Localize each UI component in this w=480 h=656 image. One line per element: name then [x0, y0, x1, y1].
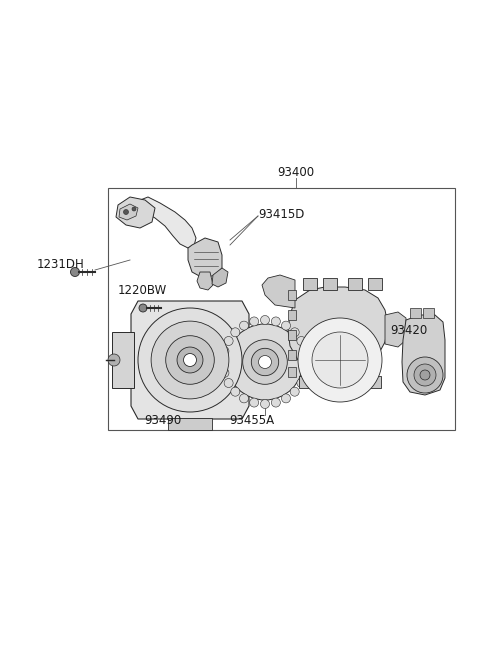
Bar: [168, 418, 212, 430]
Text: 93455A: 93455A: [229, 413, 275, 426]
Circle shape: [240, 321, 249, 330]
Circle shape: [301, 369, 310, 377]
Circle shape: [231, 328, 240, 337]
Circle shape: [290, 328, 299, 337]
Text: 1231DH: 1231DH: [37, 258, 85, 270]
Circle shape: [281, 394, 290, 403]
Polygon shape: [212, 268, 228, 287]
Circle shape: [220, 346, 229, 356]
Polygon shape: [130, 197, 196, 248]
Bar: [112, 332, 134, 388]
Circle shape: [298, 318, 382, 402]
Polygon shape: [288, 330, 296, 340]
Circle shape: [250, 317, 259, 326]
Bar: [410, 308, 421, 318]
Polygon shape: [197, 272, 213, 290]
Polygon shape: [288, 287, 388, 376]
Circle shape: [281, 321, 290, 330]
Polygon shape: [288, 290, 296, 300]
Circle shape: [261, 400, 269, 409]
Polygon shape: [116, 197, 155, 228]
Polygon shape: [369, 376, 381, 388]
Polygon shape: [324, 376, 336, 388]
Polygon shape: [368, 278, 382, 290]
Text: 93420: 93420: [390, 323, 427, 337]
Circle shape: [252, 348, 279, 376]
Circle shape: [227, 324, 303, 400]
Polygon shape: [288, 367, 296, 377]
Polygon shape: [385, 312, 406, 347]
Circle shape: [108, 354, 120, 366]
Circle shape: [183, 354, 196, 367]
Circle shape: [151, 321, 229, 399]
Circle shape: [250, 398, 259, 407]
Text: 93490: 93490: [144, 413, 181, 426]
Circle shape: [407, 357, 443, 393]
Circle shape: [420, 370, 430, 380]
Circle shape: [414, 364, 436, 386]
Polygon shape: [119, 204, 138, 220]
Circle shape: [224, 379, 233, 388]
Circle shape: [71, 268, 80, 276]
Polygon shape: [402, 315, 445, 395]
Polygon shape: [323, 278, 337, 290]
Circle shape: [290, 387, 299, 396]
Polygon shape: [299, 376, 311, 388]
Circle shape: [240, 394, 249, 403]
Circle shape: [243, 340, 288, 384]
Text: 1220BW: 1220BW: [118, 283, 167, 297]
Polygon shape: [288, 350, 296, 360]
Polygon shape: [288, 310, 296, 320]
Circle shape: [297, 337, 306, 346]
Polygon shape: [303, 278, 317, 290]
Text: 93400: 93400: [277, 165, 314, 178]
Bar: [423, 308, 434, 318]
Circle shape: [132, 207, 136, 211]
Polygon shape: [188, 238, 222, 278]
Bar: [108, 188, 455, 430]
Circle shape: [220, 369, 229, 377]
Circle shape: [218, 358, 228, 367]
Circle shape: [138, 308, 242, 412]
Circle shape: [271, 398, 280, 407]
Circle shape: [123, 209, 129, 215]
Circle shape: [259, 356, 272, 369]
Circle shape: [231, 387, 240, 396]
Circle shape: [139, 304, 147, 312]
Circle shape: [166, 336, 214, 384]
Polygon shape: [348, 278, 362, 290]
Circle shape: [224, 337, 233, 346]
Polygon shape: [262, 275, 295, 308]
Circle shape: [177, 347, 203, 373]
Polygon shape: [349, 376, 361, 388]
Circle shape: [312, 332, 368, 388]
Circle shape: [302, 358, 312, 367]
Text: 93415D: 93415D: [258, 207, 304, 220]
Circle shape: [271, 317, 280, 326]
Polygon shape: [131, 301, 249, 419]
Circle shape: [297, 379, 306, 388]
Circle shape: [261, 316, 269, 325]
Circle shape: [301, 346, 310, 356]
